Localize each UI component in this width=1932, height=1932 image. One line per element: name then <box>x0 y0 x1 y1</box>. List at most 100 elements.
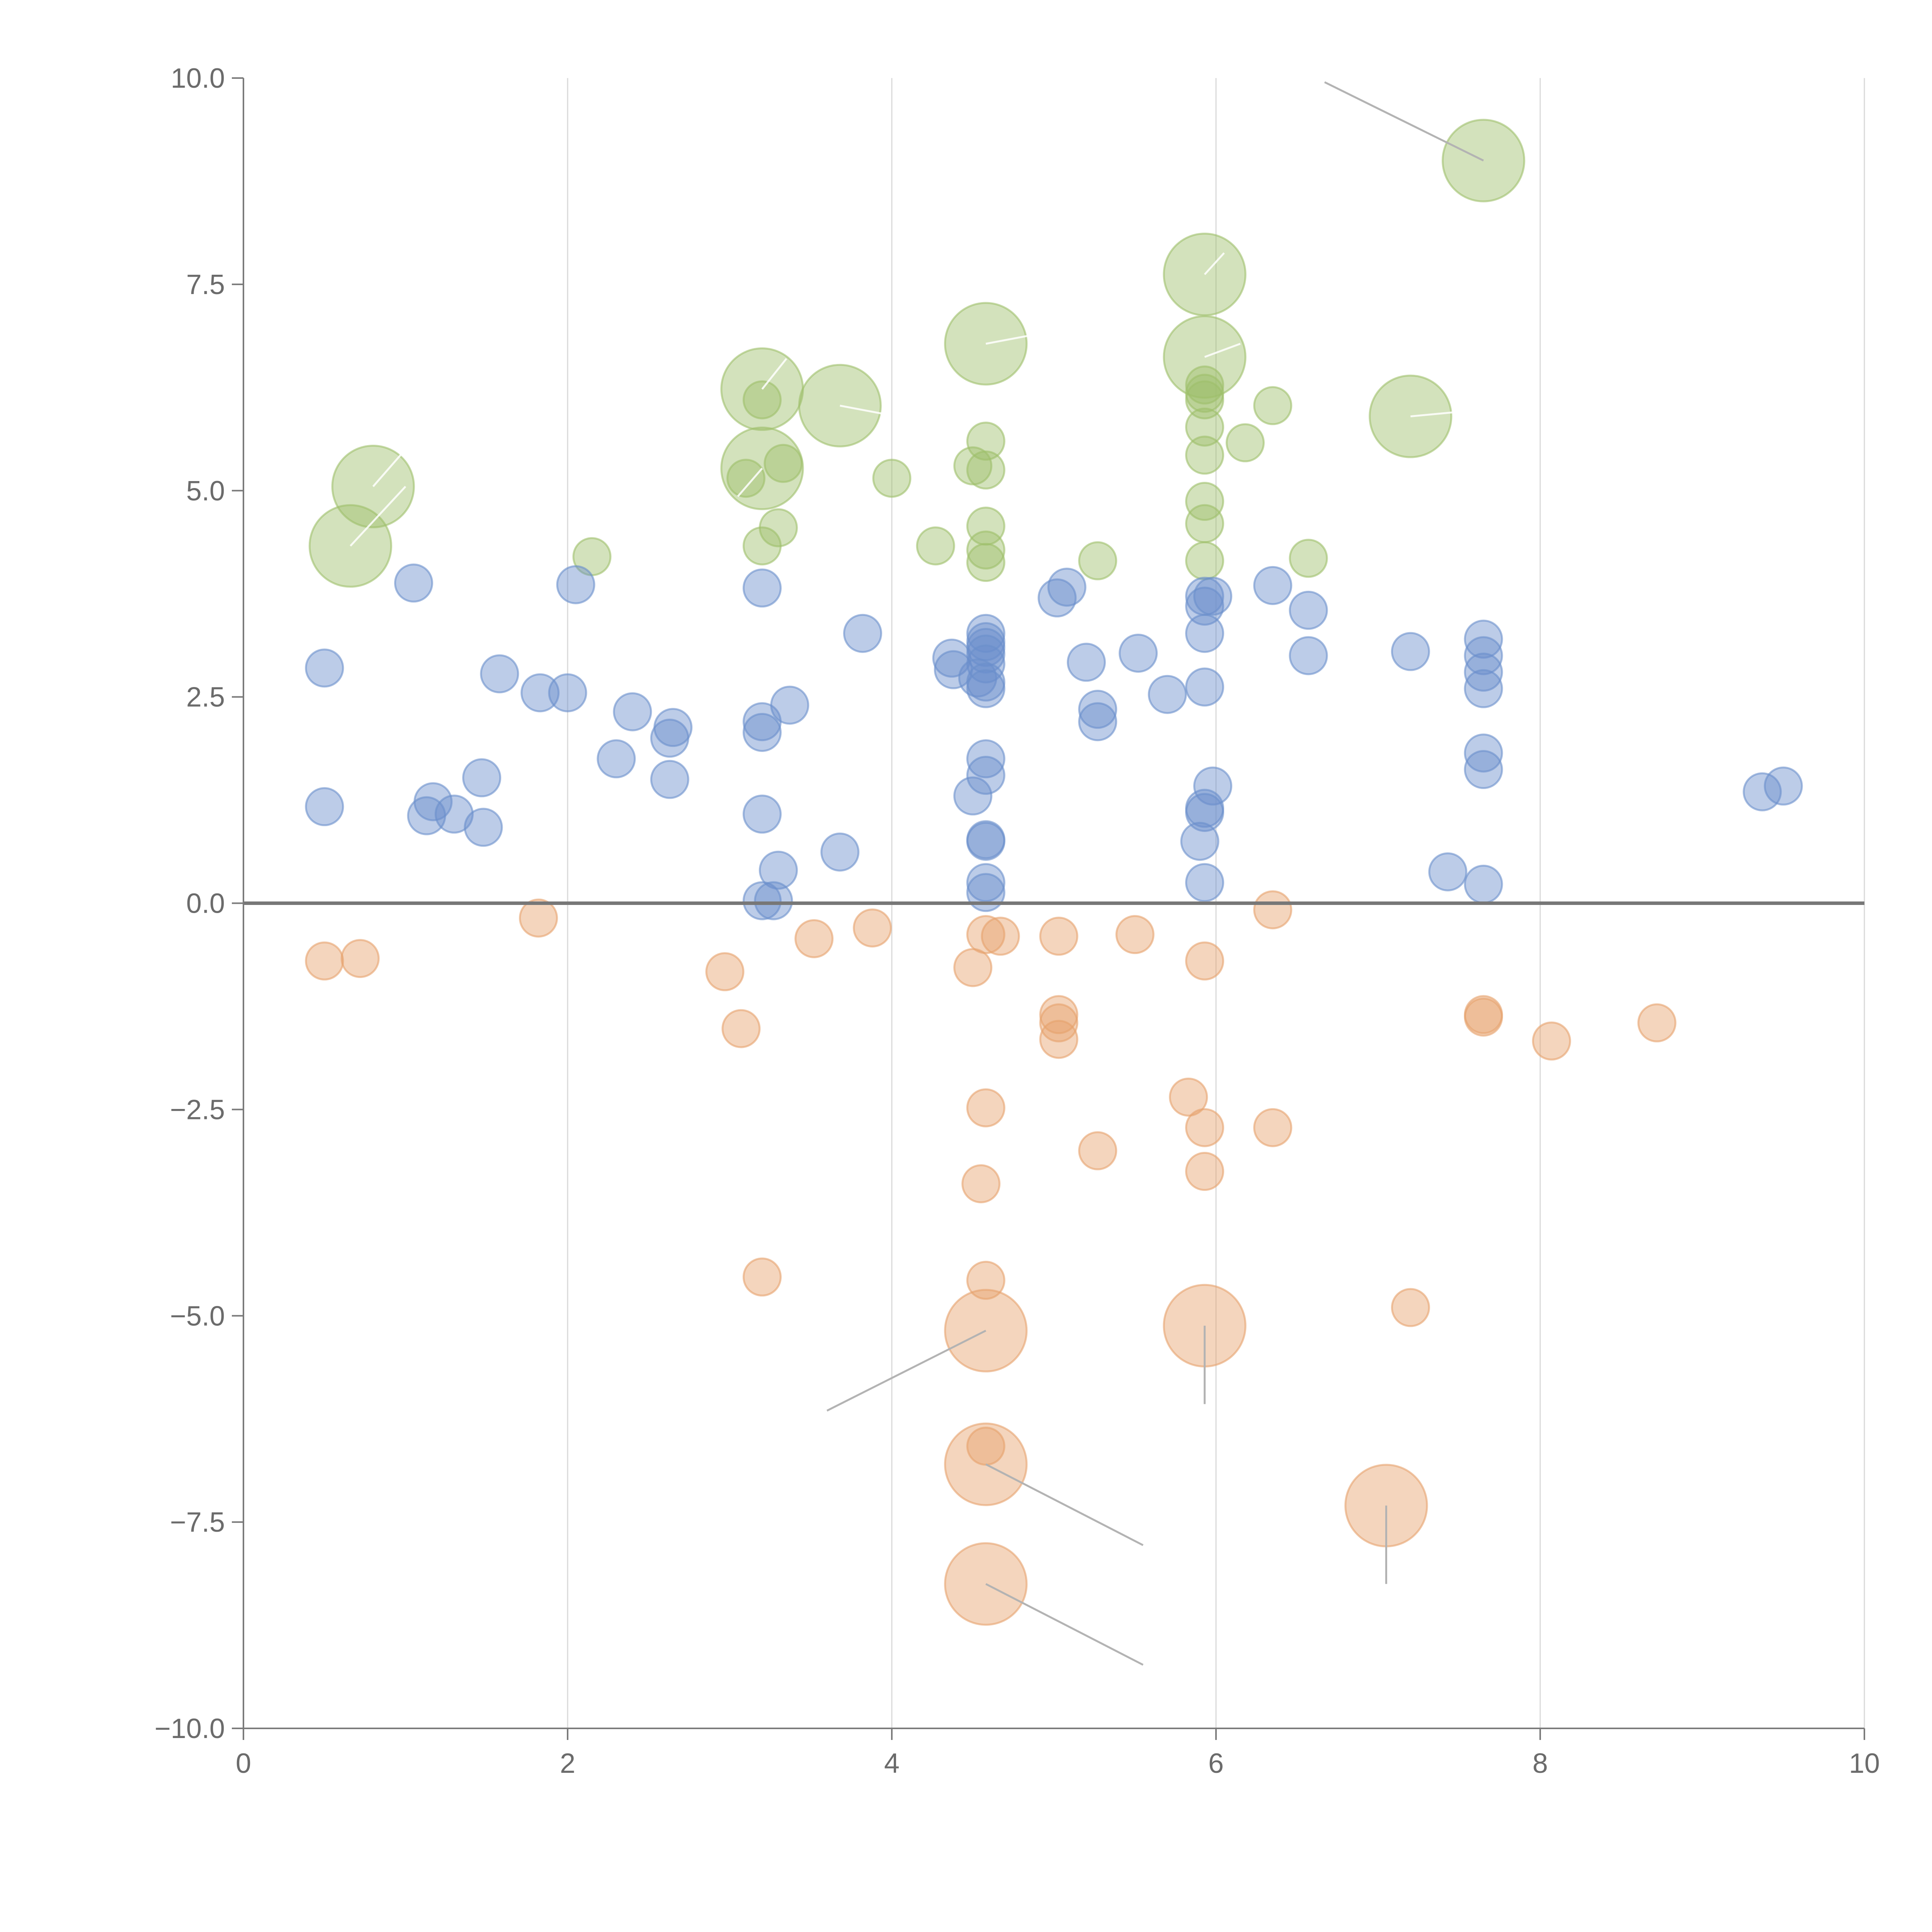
blue-bubble <box>1464 750 1503 789</box>
orange-bubble <box>742 1257 782 1297</box>
x-tick-label: 0 <box>236 1748 251 1779</box>
blue-bubble <box>1185 614 1225 653</box>
blue-bubble <box>480 654 519 694</box>
blue-bubble <box>1193 766 1233 806</box>
leader-line <box>985 1583 1144 1666</box>
orange-bubble <box>1253 1108 1293 1147</box>
blue-bubble <box>754 881 793 920</box>
orange-bubble <box>966 1260 1005 1300</box>
blue-bubble <box>1464 653 1503 692</box>
y-tick-label: −5.0 <box>170 1301 225 1332</box>
orange-bubble <box>1185 941 1225 981</box>
orange-bubble <box>519 898 558 938</box>
blue-bubble <box>742 713 782 752</box>
y-tick-label: 7.5 <box>186 269 225 300</box>
leader-line <box>350 486 406 547</box>
blue-bubble <box>742 794 782 834</box>
blue-bubble <box>1464 636 1503 675</box>
leader-line <box>372 449 406 487</box>
blue-bubble <box>1185 863 1225 902</box>
green-bubble <box>1226 423 1265 463</box>
orange-bubble <box>705 952 745 992</box>
blue-bubble <box>759 850 798 890</box>
blue-bubble <box>1185 667 1225 707</box>
green-bubble <box>1185 504 1225 543</box>
orange-bubble <box>981 917 1020 956</box>
orange-bubble <box>1115 915 1155 954</box>
blue-bubble <box>1464 669 1503 708</box>
leader-line <box>761 358 787 390</box>
orange-bubble <box>1185 1108 1225 1147</box>
x-tick-label: 4 <box>884 1748 900 1779</box>
blue-bubble <box>820 832 860 872</box>
orange-bubble <box>1464 997 1503 1037</box>
leader-lines <box>350 81 1484 1666</box>
orange-bubble <box>305 941 344 981</box>
blue-bubble <box>1193 577 1233 616</box>
green-bubble <box>726 459 765 498</box>
green-bubble <box>966 450 1005 490</box>
blue-bubble <box>1078 690 1117 729</box>
green-bubble <box>742 380 782 420</box>
orange-bubble <box>966 1088 1005 1128</box>
blue-bubble <box>966 755 1005 795</box>
blue-bubble <box>1078 702 1117 742</box>
leader-line <box>985 1463 1144 1546</box>
green-bubble <box>1185 380 1225 420</box>
leader-line <box>1204 252 1225 275</box>
leader-line <box>1324 81 1484 162</box>
green-bubble <box>1253 386 1293 425</box>
axes <box>232 77 1865 1740</box>
blue-bubble <box>1464 733 1503 773</box>
y-tick-label: 2.5 <box>186 682 225 713</box>
green-bubble <box>1185 407 1225 447</box>
blue-bubble <box>556 565 595 604</box>
blue-bubble <box>742 568 782 608</box>
x-tick-label: 2 <box>560 1748 575 1779</box>
blue-bubble <box>953 776 993 816</box>
leader-line <box>827 1330 986 1412</box>
blue-bubble <box>966 873 1005 912</box>
blue-bubble <box>966 634 1005 674</box>
blue-bubble <box>1066 643 1106 682</box>
orange-bubble <box>1532 1021 1571 1061</box>
blue-bubble <box>1180 821 1219 861</box>
orange-bubble <box>721 1009 761 1048</box>
green-bubble <box>1185 365 1225 405</box>
orange-bubble <box>1078 1131 1117 1170</box>
blue-bubble <box>1148 675 1187 714</box>
blue-bubble <box>1253 566 1293 605</box>
blue-bubble <box>966 739 1005 779</box>
green-bubble <box>798 364 882 447</box>
orange-bubble <box>1637 1003 1677 1043</box>
orange-bubble <box>1039 1003 1078 1043</box>
leader-line <box>1204 343 1241 358</box>
blue-bubble <box>597 739 636 779</box>
blue-bubble <box>613 692 652 731</box>
blue-bubble <box>1428 852 1468 891</box>
blue-bubble <box>407 796 446 835</box>
green-bubble <box>966 422 1005 461</box>
orange-bubble <box>1391 1288 1430 1327</box>
green-bubble <box>1185 541 1225 580</box>
blue-bubble <box>1464 864 1503 904</box>
blue-bubble <box>462 758 502 798</box>
orange-bubble <box>1185 1152 1225 1191</box>
orange-bubble <box>1039 917 1078 956</box>
blue-bubble <box>770 685 810 725</box>
blue-bubble <box>1289 636 1328 675</box>
blue-bubble <box>305 787 344 827</box>
blue-bubble <box>434 794 474 834</box>
green-bubble <box>764 444 803 483</box>
y-tick-label: 0.0 <box>186 888 225 919</box>
blue-bubble <box>653 708 693 747</box>
leader-line <box>737 468 763 497</box>
bubbles <box>305 119 1803 1626</box>
orange-bubble <box>1253 890 1293 930</box>
blue-bubble <box>843 614 882 653</box>
blue-bubble <box>548 673 587 713</box>
green-bubble <box>1078 541 1117 580</box>
y-tick-label: −2.5 <box>170 1094 225 1125</box>
green-bubble <box>759 508 798 548</box>
